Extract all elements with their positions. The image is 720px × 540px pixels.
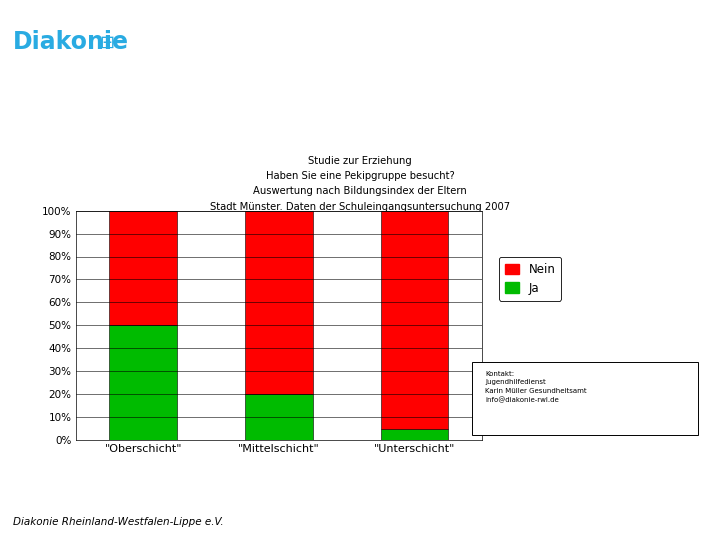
- Bar: [381, 429, 449, 440]
- Text: denn frühe Förderung bereitet die Bildungsgerechtigkeit vor: denn frühe Förderung bereitet die Bildun…: [51, 126, 556, 141]
- Text: Auswertung nach Bildungsindex der Eltern: Auswertung nach Bildungsindex der Eltern: [253, 186, 467, 197]
- Text: Studie zur Erziehung: Studie zur Erziehung: [308, 156, 412, 166]
- Text: 3.2 Mehr Prävention:: 3.2 Mehr Prävention:: [23, 92, 198, 107]
- Bar: [381, 211, 449, 429]
- Bar: [109, 211, 177, 325]
- Bar: [245, 211, 313, 394]
- Bar: [245, 394, 313, 440]
- Legend: Nein, Ja: Nein, Ja: [499, 257, 562, 301]
- Text: Kontakt:
Jugendhilfedienst
Karin Müller Gesundheitsamt
info@diakonie-rwl.de: Kontakt: Jugendhilfedienst Karin Müller …: [485, 370, 587, 403]
- Text: Haben Sie eine Pekipgruppe besucht?: Haben Sie eine Pekipgruppe besucht?: [266, 171, 454, 181]
- Text: Diakonie Rheinland-Westfalen-Lippe e.V.: Diakonie Rheinland-Westfalen-Lippe e.V.: [13, 517, 224, 528]
- Text: Diakonie: Diakonie: [13, 30, 129, 55]
- Bar: [109, 325, 177, 440]
- Text: ⊞: ⊞: [99, 33, 114, 51]
- Text: Stadt Münster. Daten der Schuleingangsuntersuchung 2007: Stadt Münster. Daten der Schuleingangsun…: [210, 202, 510, 212]
